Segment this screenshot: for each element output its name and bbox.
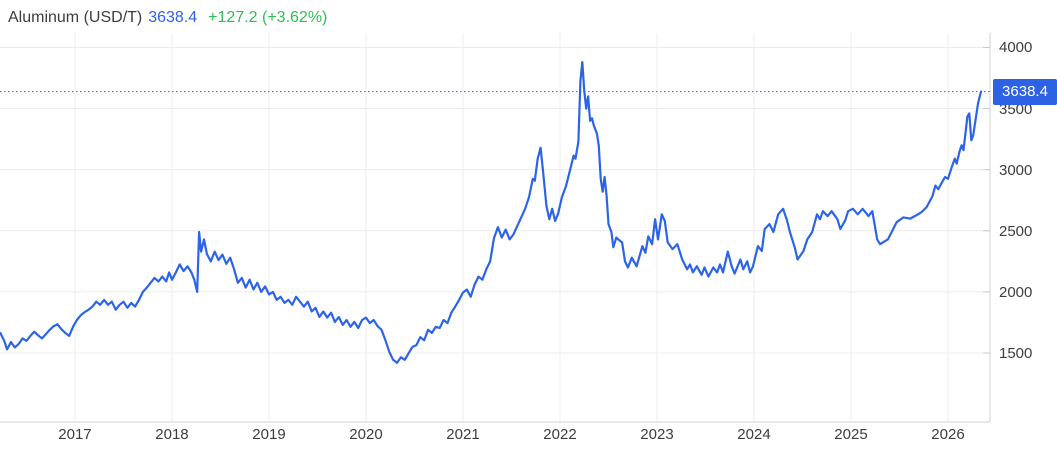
chart-header: Aluminum (USD/T) 3638.4 +127.2 (+3.62%) (8, 9, 327, 27)
current-price-value: 3638.4 (148, 9, 198, 26)
y-tick-label: 3500 (999, 100, 1033, 118)
x-tick-label: 2019 (252, 426, 286, 443)
x-tick-label: 2026 (931, 426, 965, 443)
instrument-title: Aluminum (USD/T) (8, 9, 143, 26)
current-price-badge: 3638.4 (993, 78, 1057, 105)
price-series-line (0, 60, 983, 364)
x-tick-label: 2018 (155, 426, 189, 443)
x-tick-label: 2017 (58, 426, 92, 443)
y-tick-label: 2000 (999, 283, 1033, 301)
x-tick-label: 2022 (543, 426, 577, 443)
y-tick-label: 3000 (999, 161, 1033, 179)
y-tick-label: 4000 (999, 39, 1033, 57)
x-tick-label: 2021 (446, 426, 480, 443)
current-price-badge-text: 3638.4 (1002, 82, 1048, 100)
x-tick-label: 2024 (737, 426, 771, 443)
x-tick-label: 2025 (834, 426, 868, 443)
price-change: +127.2 (+3.62%) (208, 9, 328, 26)
y-tick-label: 1500 (999, 345, 1033, 363)
x-tick-label: 2023 (640, 426, 674, 443)
y-tick-label: 2500 (999, 222, 1033, 240)
x-tick-label: 2020 (349, 426, 383, 443)
